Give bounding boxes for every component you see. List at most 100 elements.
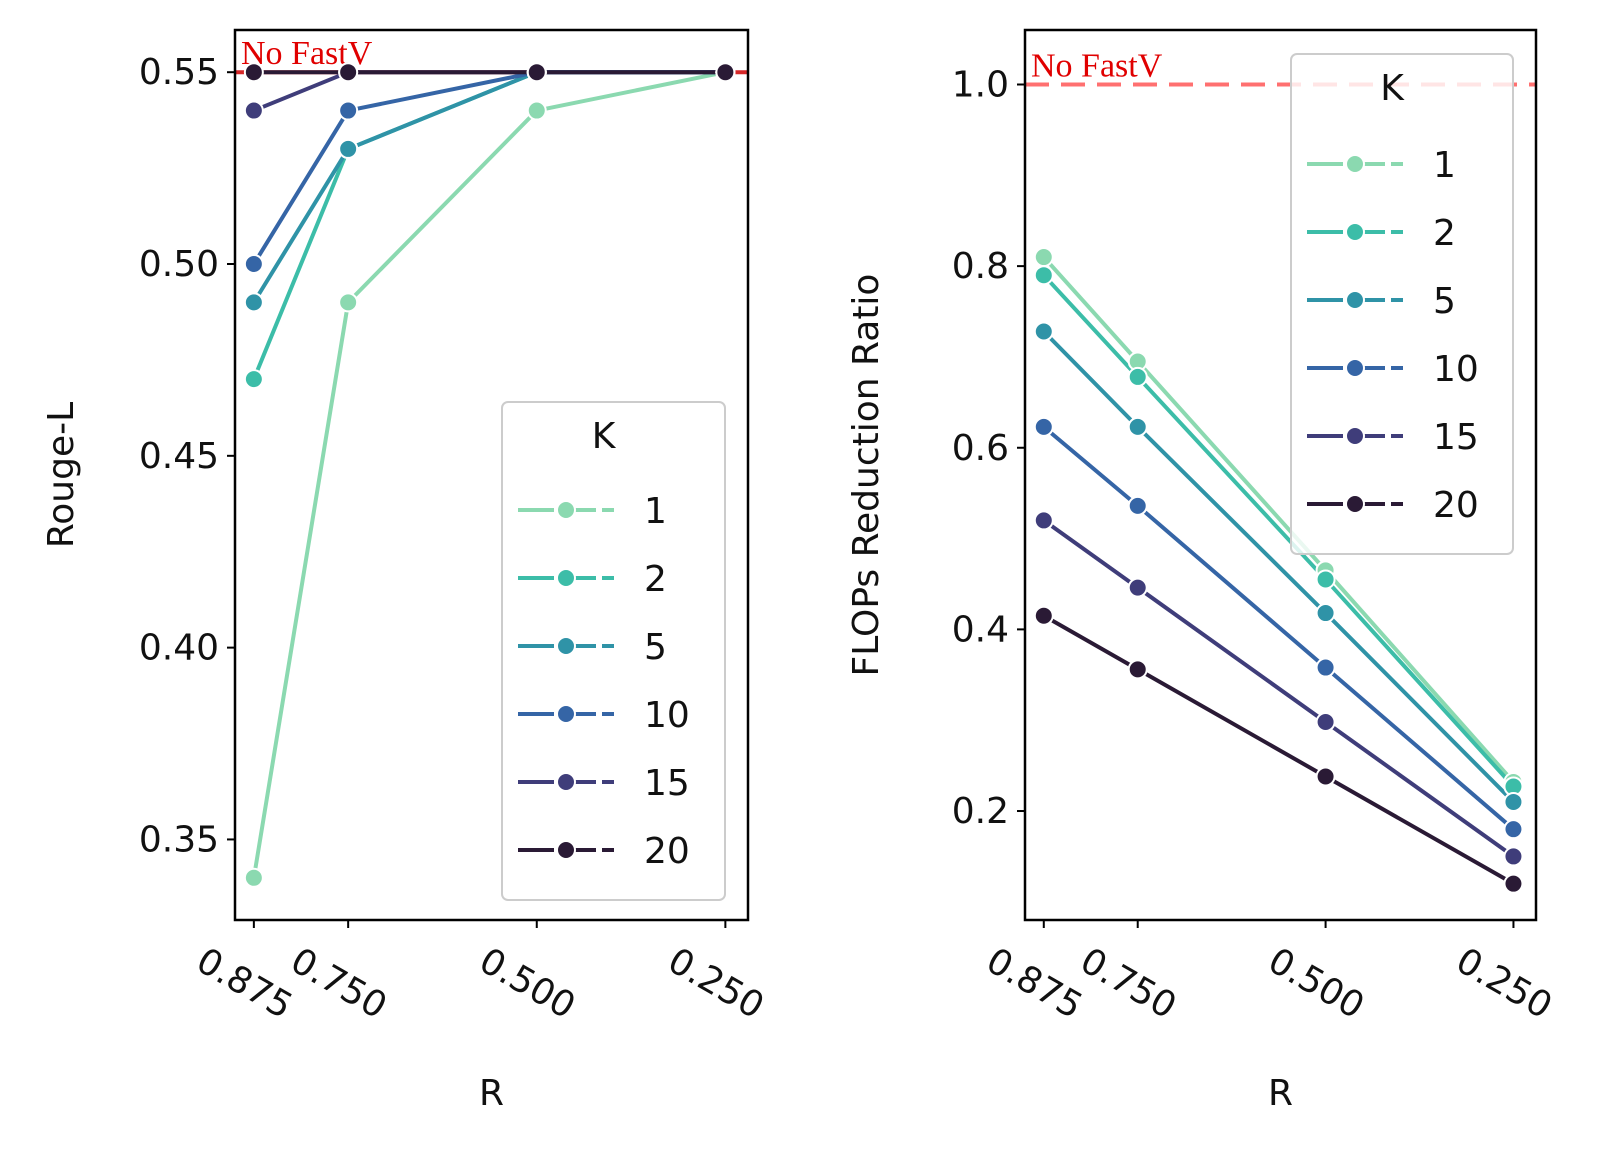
- x-tick-label: 0.875: [979, 940, 1089, 1027]
- legend-marker-k2: [1345, 222, 1365, 242]
- data-point-k20: [338, 62, 359, 83]
- data-point-k2: [1127, 366, 1148, 387]
- data-point-k15: [1315, 712, 1336, 733]
- data-point-k10: [338, 100, 359, 121]
- legend-marker-k1: [1345, 154, 1365, 174]
- y-axis-label: Rouge-L: [41, 402, 82, 548]
- legend-label-k15: 15: [1433, 417, 1479, 458]
- legend: K1 2 5 10 15 20: [1290, 53, 1514, 555]
- legend-label-k10: 10: [1433, 349, 1479, 390]
- x-axis-label: R: [479, 1073, 504, 1114]
- y-tick-label: 1.0: [952, 64, 1009, 105]
- x-tick-label: 0.250: [661, 940, 771, 1027]
- data-point-k15: [1033, 510, 1054, 531]
- legend-marker-k10: [556, 704, 576, 724]
- x-tick-label: 0.875: [189, 940, 299, 1027]
- data-point-k5: [243, 292, 264, 313]
- legend-label-k10: 10: [644, 695, 690, 736]
- legend-label-k15: 15: [644, 763, 690, 804]
- data-point-k1: [526, 100, 547, 121]
- series-line-k15: [1042, 518, 1515, 859]
- x-axis-label: R: [1268, 1073, 1293, 1114]
- data-point-k10: [1033, 416, 1054, 437]
- series-line-k20: [1042, 614, 1515, 886]
- data-point-k15: [243, 100, 264, 121]
- legend-title: K: [1380, 68, 1405, 109]
- legend-label-k20: 20: [644, 831, 690, 872]
- legend-marker-k20: [1345, 494, 1365, 514]
- data-point-k1: [1033, 247, 1054, 268]
- y-tick-label: 0.2: [952, 791, 1009, 832]
- legend-marker-k5: [556, 636, 576, 656]
- data-point-k2: [1315, 569, 1336, 590]
- data-point-k5: [1315, 603, 1336, 624]
- legend-box: [501, 401, 726, 901]
- legend-marker-k20: [556, 840, 576, 860]
- legend-box: [1290, 53, 1514, 555]
- data-point-k2: [243, 369, 264, 390]
- x-tick-label: 0.750: [1073, 940, 1183, 1027]
- x-tick-label: 0.500: [1261, 940, 1371, 1027]
- data-point-k15: [1503, 846, 1524, 867]
- data-point-k20: [1503, 873, 1524, 894]
- data-point-k20: [1127, 659, 1148, 680]
- y-tick-label: 0.8: [952, 246, 1009, 287]
- data-point-k20: [1315, 766, 1336, 787]
- legend-title: K: [592, 416, 617, 457]
- data-point-k5: [338, 138, 359, 159]
- legend-label-k1: 1: [644, 491, 667, 532]
- legend: K1 2 5 10 15 20: [501, 401, 726, 901]
- y-tick-label: 0.45: [139, 436, 219, 477]
- data-point-k1: [243, 867, 264, 888]
- legend-label-k2: 2: [644, 559, 667, 600]
- x-tick-label: 0.250: [1449, 940, 1559, 1027]
- series-line-k5: [1042, 330, 1515, 804]
- legend-marker-k15: [556, 772, 576, 792]
- data-point-k10: [243, 254, 264, 275]
- y-tick-label: 0.35: [139, 819, 219, 860]
- legend-label-k20: 20: [1433, 485, 1479, 526]
- plot-frame: [1023, 28, 1538, 922]
- y-tick-label: 0.55: [139, 52, 219, 93]
- data-point-k20: [243, 62, 264, 83]
- data-point-k10: [1503, 819, 1524, 840]
- series-line-k1: [251, 70, 726, 879]
- legend-marker-k10: [1345, 358, 1365, 378]
- series-line-k10: [252, 70, 726, 266]
- legend-marker-k5: [1345, 290, 1365, 310]
- legend-label-k5: 5: [1433, 281, 1456, 322]
- legend-marker-k15: [1345, 426, 1365, 446]
- x-tick-label: 0.750: [284, 940, 394, 1027]
- series-line-k5: [252, 70, 726, 304]
- data-point-k2: [1033, 265, 1054, 286]
- data-point-k5: [1127, 416, 1148, 437]
- series-line-k2: [1042, 273, 1515, 788]
- series-line-k10: [1042, 425, 1515, 831]
- data-point-k20: [1033, 605, 1054, 626]
- y-tick-label: 0.40: [139, 628, 219, 669]
- plot-frame: [233, 28, 750, 922]
- legend-label-k1: 1: [1433, 145, 1456, 186]
- legend-marker-k2: [556, 568, 576, 588]
- data-point-k1: [338, 292, 359, 313]
- y-tick-label: 0.50: [139, 244, 219, 285]
- legend-label-k5: 5: [644, 627, 667, 668]
- data-point-k10: [1127, 495, 1148, 516]
- data-point-k5: [1503, 791, 1524, 812]
- series-line-k1: [1042, 255, 1515, 784]
- y-tick-label: 0.6: [952, 428, 1009, 469]
- reference-label: No FastV: [1031, 47, 1163, 84]
- data-point-k5: [1033, 321, 1054, 342]
- y-tick-label: 0.4: [952, 609, 1009, 650]
- legend-marker-k1: [556, 500, 576, 520]
- y-axis-label: FLOPs Reduction Ratio: [846, 274, 887, 677]
- data-point-k10: [1315, 657, 1336, 678]
- data-point-k15: [1127, 577, 1148, 598]
- data-point-k20: [715, 62, 736, 83]
- data-point-k20: [526, 62, 547, 83]
- series-line-k2: [252, 70, 726, 380]
- legend-label-k2: 2: [1433, 213, 1456, 254]
